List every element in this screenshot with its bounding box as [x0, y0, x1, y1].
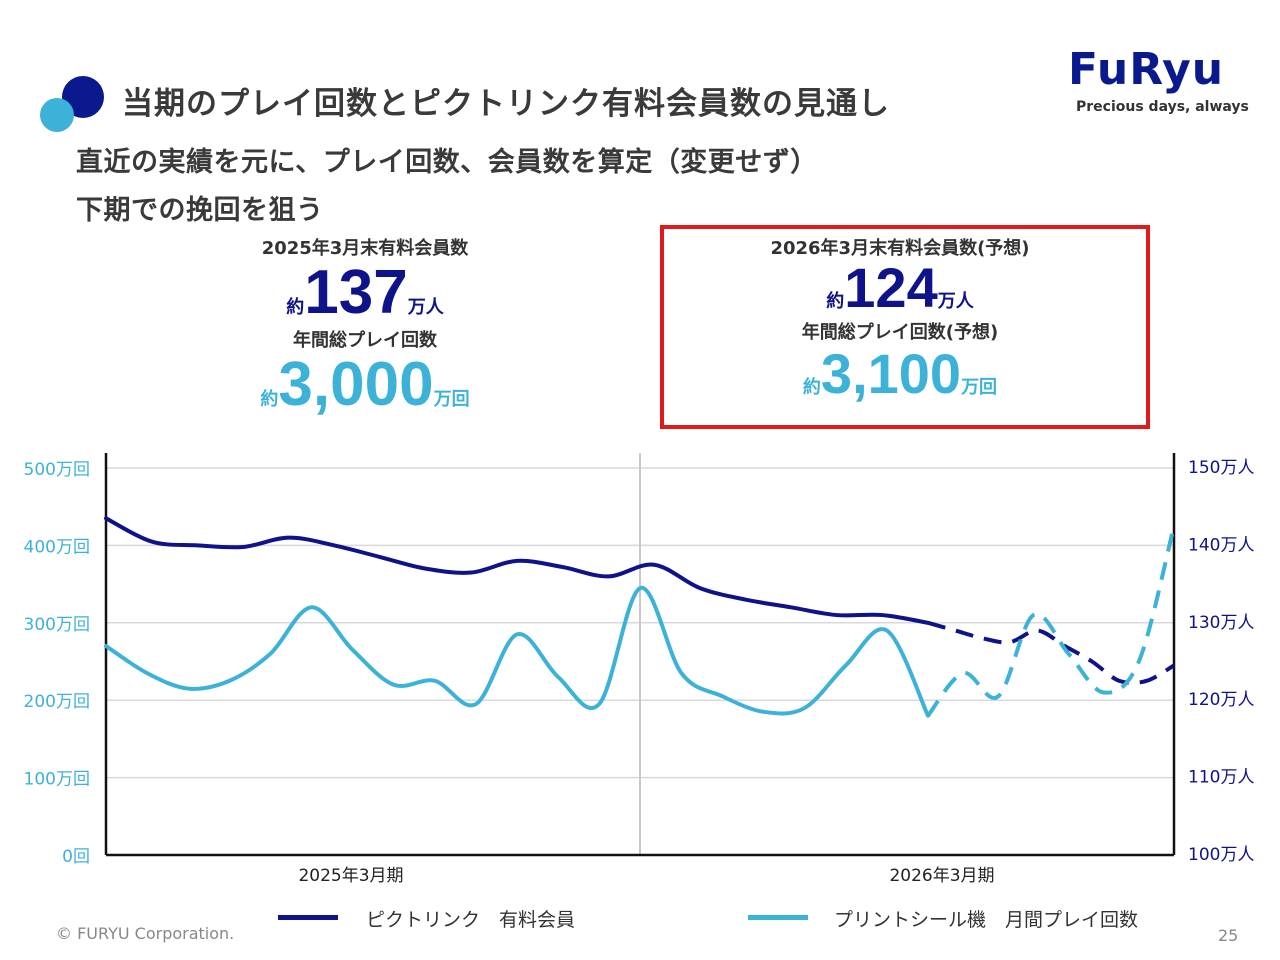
- y-right-tick-label: 140万人: [1188, 535, 1254, 555]
- members-unit-2025: 万人: [407, 297, 444, 318]
- members-prefix-2025: 約: [286, 297, 305, 318]
- page-number: 25: [1218, 926, 1239, 945]
- subtitle-line-1: 直近の実績を元に、プレイ回数、会員数を算定（変更せず）: [76, 147, 818, 178]
- logo-tagline: Precious days, always: [1076, 99, 1249, 115]
- series-1-actual-line: [104, 585, 930, 718]
- plays-label-2026: 年間総プレイ回数(予想): [801, 322, 999, 343]
- stats-2025: 2025年3月末有料会員数 約137万人 年間総プレイ回数 約3,000万回: [200, 234, 530, 416]
- y-left-tick-label: 500万回: [24, 460, 90, 480]
- plays-label-2025: 年間総プレイ回数: [293, 330, 437, 351]
- forecast-highlight-box: [660, 225, 1150, 429]
- y-left-tick-label: 200万回: [24, 692, 90, 712]
- y-left-tick-label: 100万回: [24, 770, 90, 790]
- legend-label-plays: プリントシール機 月間プレイ回数: [834, 909, 1139, 931]
- series-lines: [104, 516, 1176, 718]
- copyright: © FURYU Corporation.: [56, 924, 235, 943]
- plays-unit-2025: 万回: [433, 389, 470, 410]
- y-right-tick-label: 150万人: [1188, 458, 1254, 478]
- series-1-forecast-line: [926, 525, 1176, 717]
- series-0-actual-line: [104, 516, 930, 625]
- plays-value-2026: 3,100: [820, 342, 962, 405]
- y-left-tick-label: 300万回: [24, 615, 90, 635]
- plays-prefix-2026: 約: [802, 377, 821, 398]
- members-prefix-2026: 約: [826, 291, 845, 312]
- members-unit-2026: 万人: [937, 291, 974, 312]
- members-label-2025: 2025年3月末有料会員数: [261, 238, 469, 259]
- title-bullet-small-icon: [40, 98, 74, 132]
- y-right-tick-label: 100万人: [1188, 845, 1254, 865]
- members-value-2026: 124: [844, 256, 938, 319]
- furyu-logo: FuRyu: [1068, 44, 1225, 95]
- y-left-tick-label: 400万回: [24, 537, 90, 557]
- members-label-2026: 2026年3月末有料会員数(予想): [770, 238, 1030, 259]
- plays-unit-2026: 万回: [961, 377, 998, 398]
- x-category-label: 2025年3月期: [298, 866, 403, 886]
- y-right-ticks: 100万人 110万人 120万人 130万人 140万人 150万人: [1188, 458, 1254, 865]
- legend-swatch-plays: [748, 915, 808, 920]
- stats-2026: 2026年3月末有料会員数(予想) 約124万人 年間総プレイ回数(予想) 約3…: [710, 234, 1090, 402]
- members-value-2025: 137: [304, 258, 408, 327]
- y-right-tick-label: 130万人: [1188, 613, 1254, 633]
- y-left-tick-label: 0回: [62, 847, 90, 867]
- y-right-tick-label: 120万人: [1188, 690, 1254, 710]
- y-right-tick-label: 110万人: [1188, 768, 1254, 788]
- x-category-label: 2026年3月期: [889, 866, 994, 886]
- series-0-forecast-line: [927, 620, 1176, 686]
- y-left-ticks: 0回 100万回 200万回 300万回 400万回 500万回: [24, 460, 90, 867]
- plays-prefix-2025: 約: [260, 389, 279, 410]
- legend-swatch-members: [278, 915, 338, 920]
- subtitle-line-2: 下期での挽回を狙う: [76, 195, 324, 226]
- x-category-labels: 2025年3月期 2026年3月期: [298, 866, 994, 886]
- plays-value-2025: 3,000: [278, 350, 434, 419]
- legend-label-members: ピクトリンク 有料会員: [366, 909, 576, 931]
- page-title: 当期のプレイ回数とピクトリンク有料会員数の見通し: [122, 86, 890, 122]
